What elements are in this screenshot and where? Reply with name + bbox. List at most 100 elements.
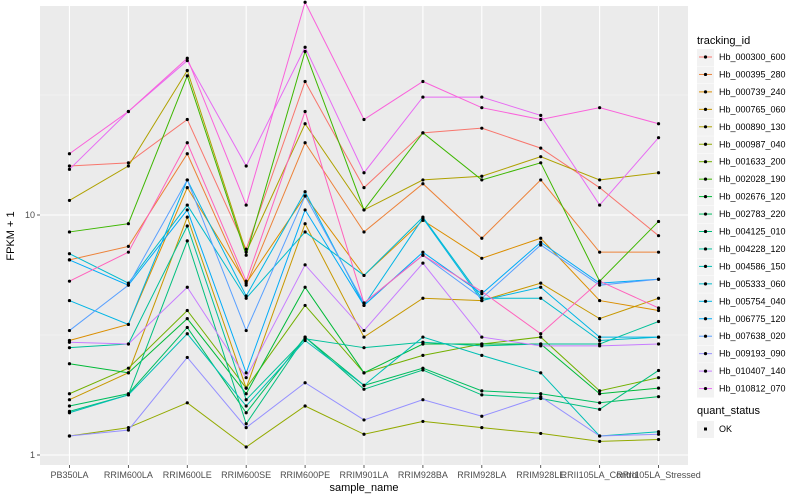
data-point	[303, 381, 307, 385]
data-point	[126, 371, 130, 375]
legend-entry: Hb_004125_010	[697, 223, 786, 241]
data-point	[67, 230, 72, 234]
data-point	[244, 296, 248, 300]
legend-quant-status: quant_status OK	[697, 405, 760, 438]
data-point	[656, 234, 661, 238]
data-point	[244, 328, 248, 333]
data-point	[244, 426, 248, 430]
legend-entry: Hb_002028_190	[697, 171, 786, 189]
series-layer	[67, 0, 661, 449]
data-point	[539, 146, 543, 150]
data-point	[244, 294, 248, 298]
legend-label: Hb_001633_200	[719, 157, 786, 167]
data-point	[303, 109, 307, 114]
data-point	[480, 335, 484, 339]
data-point	[421, 335, 425, 339]
data-point	[656, 376, 661, 380]
data-point	[480, 106, 484, 110]
data-point	[656, 306, 661, 310]
data-point	[480, 414, 484, 418]
legend-label: Hb_009193_090	[719, 349, 786, 359]
data-point	[656, 395, 661, 399]
legend2-marker	[704, 427, 707, 431]
legend-dot	[703, 317, 708, 321]
legend-dot	[703, 386, 708, 391]
data-point	[185, 224, 189, 228]
data-point	[67, 279, 72, 283]
data-point	[303, 194, 307, 198]
data-point	[539, 392, 543, 396]
data-point	[539, 344, 543, 348]
x-tick-label: RRII105LA_Control	[561, 470, 639, 480]
data-point	[598, 298, 602, 303]
data-point	[598, 335, 602, 339]
data-point	[185, 239, 189, 243]
data-point	[480, 344, 484, 348]
legend-dot	[703, 55, 708, 59]
data-point	[362, 117, 366, 122]
legend-label: Hb_007638_020	[719, 331, 786, 341]
y-ticks: 1 10	[25, 210, 40, 460]
legend-label: Hb_000300_600	[719, 52, 786, 62]
data-point	[539, 281, 543, 285]
data-point	[362, 208, 366, 212]
legend-label: Hb_010812_070	[719, 384, 786, 394]
data-point	[421, 340, 425, 344]
data-point	[67, 167, 72, 171]
data-point	[656, 136, 661, 140]
data-point	[126, 366, 130, 370]
data-point	[67, 258, 72, 262]
data-point	[539, 113, 543, 118]
legend-label: Hb_002676_120	[719, 192, 786, 202]
data-point	[362, 328, 366, 333]
data-point	[539, 236, 543, 240]
x-tick-label: RRIM600PE	[280, 470, 330, 480]
data-point	[244, 371, 248, 375]
data-point	[598, 392, 602, 396]
data-point	[185, 58, 189, 63]
data-point	[421, 216, 425, 220]
data-point	[67, 298, 72, 303]
data-point	[480, 292, 484, 296]
data-point	[126, 342, 130, 346]
data-point	[362, 171, 366, 175]
data-point	[303, 79, 307, 84]
data-point	[480, 178, 484, 182]
data-point	[244, 376, 248, 380]
legend-label: Hb_000395_280	[719, 69, 786, 79]
data-point	[126, 283, 130, 287]
data-point	[421, 398, 425, 402]
data-point	[303, 404, 307, 408]
data-point	[480, 298, 484, 303]
data-point	[244, 164, 248, 168]
data-point	[598, 186, 602, 190]
data-point	[67, 328, 72, 333]
data-point	[126, 161, 130, 165]
legend-label: Hb_004586_150	[719, 261, 786, 271]
data-point	[303, 263, 307, 267]
legend2-label: OK	[719, 424, 732, 434]
data-point	[656, 386, 661, 390]
data-point	[480, 393, 484, 397]
data-point	[480, 236, 484, 240]
data-point	[244, 386, 248, 390]
data-point	[421, 182, 425, 186]
legend-label: Hb_000987_040	[719, 139, 786, 149]
data-point	[421, 353, 425, 358]
data-point	[656, 335, 661, 339]
data-point	[362, 230, 366, 234]
y-tick-label: 10	[25, 210, 35, 220]
data-point	[126, 164, 130, 168]
data-point	[598, 317, 602, 321]
data-point	[185, 74, 189, 78]
legend-entry: Hb_010407_140	[697, 363, 786, 381]
data-point	[480, 296, 484, 300]
x-tick-label: RRIM901LA	[339, 470, 388, 480]
data-point	[303, 49, 307, 54]
data-point	[656, 342, 661, 346]
data-point	[67, 411, 72, 415]
legend-entry: Hb_000300_600	[697, 49, 786, 66]
x-tick-label: RRIM928LA	[457, 470, 506, 480]
data-point	[539, 240, 543, 244]
